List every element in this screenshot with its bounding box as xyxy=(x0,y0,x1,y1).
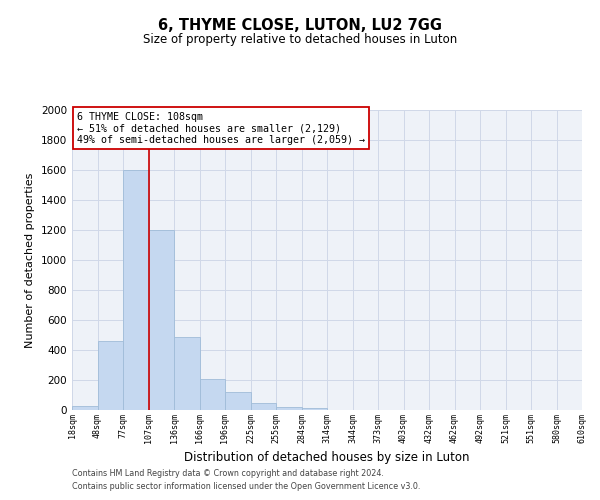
Text: 6, THYME CLOSE, LUTON, LU2 7GG: 6, THYME CLOSE, LUTON, LU2 7GG xyxy=(158,18,442,32)
Bar xyxy=(123,170,149,410)
Y-axis label: Number of detached properties: Number of detached properties xyxy=(25,172,35,348)
X-axis label: Distribution of detached houses by size in Luton: Distribution of detached houses by size … xyxy=(184,451,470,464)
Bar xyxy=(97,341,123,410)
Bar xyxy=(149,230,174,410)
Bar xyxy=(174,336,199,410)
Bar xyxy=(225,392,251,410)
Text: Contains public sector information licensed under the Open Government Licence v3: Contains public sector information licen… xyxy=(72,482,421,491)
Text: Contains HM Land Registry data © Crown copyright and database right 2024.: Contains HM Land Registry data © Crown c… xyxy=(72,468,384,477)
Text: Size of property relative to detached houses in Luton: Size of property relative to detached ho… xyxy=(143,32,457,46)
Bar xyxy=(199,378,225,410)
Bar xyxy=(302,408,327,410)
Bar xyxy=(251,403,276,410)
Bar xyxy=(72,406,97,410)
Bar xyxy=(276,407,302,410)
Text: 6 THYME CLOSE: 108sqm
← 51% of detached houses are smaller (2,129)
49% of semi-d: 6 THYME CLOSE: 108sqm ← 51% of detached … xyxy=(77,112,365,144)
